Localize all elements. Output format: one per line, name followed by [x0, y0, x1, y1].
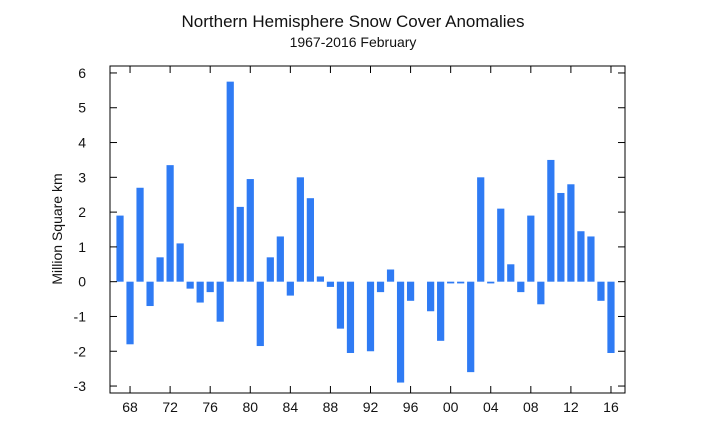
y-tick-label: -2 — [74, 343, 87, 359]
x-tick-label: 16 — [603, 399, 619, 415]
x-tick-label: 12 — [563, 399, 579, 415]
y-axis-label: Million Square km — [49, 173, 65, 284]
bar-1969 — [136, 187, 144, 282]
bar-1982 — [266, 257, 274, 282]
bar-2003 — [477, 177, 485, 282]
x-tick-label: 68 — [122, 399, 138, 415]
bar-1980 — [246, 179, 254, 282]
y-tick-label: 1 — [78, 239, 86, 255]
bar-2014 — [587, 236, 595, 282]
bar-1977 — [216, 281, 224, 322]
y-tick-label: 2 — [78, 204, 86, 220]
bar-2007 — [517, 281, 525, 293]
bar-1979 — [236, 206, 244, 282]
bar-2002 — [467, 281, 475, 373]
y-tick-label: 6 — [78, 65, 86, 81]
x-tick-label: 88 — [323, 399, 339, 415]
bar-1981 — [256, 281, 264, 347]
bar-1984 — [286, 281, 294, 296]
y-tick-label: 4 — [78, 135, 86, 151]
bar-2005 — [497, 208, 505, 282]
x-tick-label: 92 — [363, 399, 379, 415]
x-tick-label: 84 — [283, 399, 299, 415]
bar-2013 — [577, 231, 585, 282]
bar-2006 — [507, 264, 515, 282]
bar-1972 — [166, 165, 174, 282]
y-tick-label: -1 — [74, 308, 87, 324]
bar-1988 — [326, 281, 335, 287]
x-axis: 68 72 76 80 84 88 92 96 00 04 08 12 16 — [122, 66, 619, 415]
bar-1975 — [196, 281, 204, 303]
chart-title: Northern Hemisphere Snow Cover Anomalies — [181, 12, 525, 31]
bar-1993 — [376, 281, 385, 293]
bar-1970 — [146, 281, 154, 307]
x-tick-label: 76 — [202, 399, 218, 415]
y-tick-label: 3 — [78, 169, 86, 185]
bar-1990 — [346, 281, 355, 353]
bar-1999 — [437, 281, 445, 341]
bar-2011 — [557, 192, 565, 282]
plot-frame — [109, 65, 626, 394]
bar-1973 — [176, 243, 184, 282]
bar-2016 — [607, 281, 615, 353]
bar-1996 — [406, 281, 415, 301]
chart-subtitle: 1967-2016 February — [289, 34, 417, 50]
bar-1978 — [226, 81, 234, 282]
y-tick-label: 5 — [78, 100, 86, 116]
y-axis: 6 5 4 3 2 1 0 -1 -2 -3 — [74, 65, 625, 394]
bar-2015 — [597, 281, 605, 301]
bar-1968 — [126, 281, 134, 345]
bar-2012 — [567, 184, 575, 282]
x-tick-label: 96 — [403, 399, 419, 415]
bar-1974 — [186, 281, 194, 289]
bar-1986 — [306, 198, 314, 282]
bar-1983 — [276, 236, 284, 282]
bar-1967 — [116, 215, 124, 282]
bar-1989 — [336, 281, 345, 329]
bar-2010 — [547, 159, 555, 282]
x-tick-label: 72 — [162, 399, 178, 415]
bar-1995 — [396, 281, 405, 383]
bars-group — [116, 81, 615, 383]
bar-1985 — [296, 177, 304, 282]
x-tick-label: 00 — [443, 399, 459, 415]
bar-2001 — [457, 281, 465, 284]
bar-2008 — [527, 215, 535, 282]
bar-1976 — [206, 281, 214, 293]
y-tick-label: -3 — [74, 378, 87, 394]
bar-1994 — [386, 269, 395, 282]
x-tick-label: 04 — [483, 399, 499, 415]
bar-2000 — [447, 281, 455, 284]
bar-1998 — [427, 281, 435, 312]
bar-2004 — [487, 281, 495, 284]
bar-2009 — [537, 281, 545, 305]
x-tick-label: 80 — [242, 399, 258, 415]
bar-1971 — [156, 257, 164, 282]
x-tick-label: 08 — [523, 399, 539, 415]
y-tick-label: 0 — [78, 274, 86, 290]
bar-1992 — [366, 281, 375, 352]
bar-1987 — [316, 276, 325, 282]
